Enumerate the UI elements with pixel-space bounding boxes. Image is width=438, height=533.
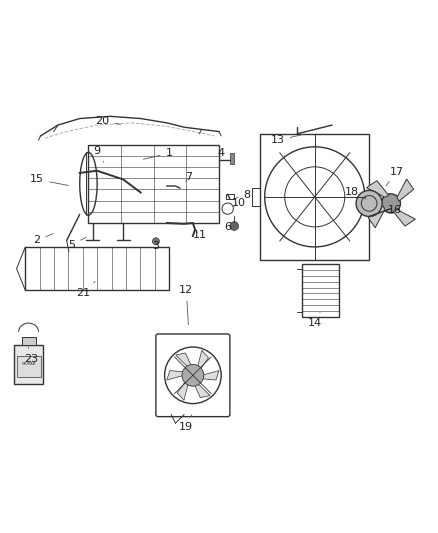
Text: 14: 14 <box>307 312 322 328</box>
Text: 19: 19 <box>179 415 194 432</box>
Text: 17: 17 <box>386 167 404 186</box>
Text: 5: 5 <box>68 237 86 250</box>
Text: 11: 11 <box>192 230 206 240</box>
Text: 7: 7 <box>185 172 192 182</box>
Text: 15: 15 <box>30 174 68 185</box>
Polygon shape <box>368 206 385 228</box>
Bar <box>260 134 369 260</box>
Text: 1: 1 <box>143 148 173 159</box>
Text: 20: 20 <box>95 116 120 126</box>
Circle shape <box>182 365 204 386</box>
Polygon shape <box>367 181 389 197</box>
Text: MOPAR: MOPAR <box>21 362 36 366</box>
Polygon shape <box>199 370 219 380</box>
Text: 4: 4 <box>218 148 225 158</box>
Text: 13: 13 <box>271 134 304 146</box>
Circle shape <box>152 238 159 245</box>
Bar <box>14 345 43 384</box>
Polygon shape <box>177 379 188 400</box>
Text: 6: 6 <box>224 222 234 232</box>
Bar <box>25 247 169 290</box>
Polygon shape <box>393 209 415 226</box>
Circle shape <box>356 190 382 216</box>
Text: 8: 8 <box>237 190 251 200</box>
Polygon shape <box>176 353 192 368</box>
Bar <box>230 154 234 164</box>
Text: 2: 2 <box>34 233 53 245</box>
Polygon shape <box>193 382 210 398</box>
Circle shape <box>230 222 239 230</box>
Bar <box>88 144 219 223</box>
Circle shape <box>185 367 201 383</box>
Text: 9: 9 <box>94 146 104 162</box>
Text: 21: 21 <box>76 281 95 297</box>
Bar <box>17 356 41 377</box>
Text: 3: 3 <box>152 241 159 252</box>
Text: 16: 16 <box>382 205 402 215</box>
Text: 12: 12 <box>179 286 194 325</box>
Text: 10: 10 <box>232 198 246 208</box>
Bar <box>226 194 234 199</box>
Circle shape <box>381 194 400 213</box>
Text: 18: 18 <box>345 187 366 199</box>
Bar <box>21 337 35 345</box>
Polygon shape <box>397 179 413 201</box>
Polygon shape <box>197 350 208 372</box>
Polygon shape <box>167 370 187 380</box>
Bar <box>302 264 339 317</box>
Text: 23: 23 <box>24 347 38 364</box>
